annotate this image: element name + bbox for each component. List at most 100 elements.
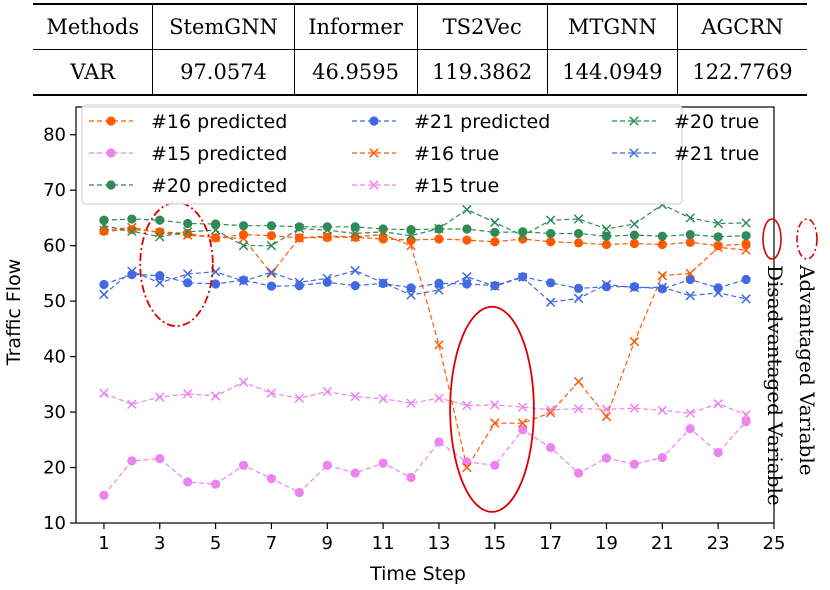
point-16-predicted [741, 239, 751, 249]
point-21-predicted [601, 282, 612, 292]
point-15-true [629, 403, 640, 413]
results-table-wrapper: Methods StemGNN Informer TS2Vec MTGNN AG… [0, 0, 830, 100]
x-tick-label: 23 [707, 533, 730, 554]
point-20-predicted [462, 224, 472, 234]
point-21-true [629, 283, 640, 293]
series-line-20-true [103, 203, 747, 247]
point-15-true [322, 386, 333, 397]
point-15-predicted [322, 460, 332, 470]
point-20-predicted [657, 231, 667, 241]
point-20-predicted [127, 214, 137, 224]
point-21-true [517, 272, 528, 283]
legend-label-16-true: #16 true [414, 143, 499, 165]
point-16-predicted [322, 232, 332, 242]
point-15-predicted [601, 453, 612, 463]
point-16-true [238, 233, 249, 244]
point-21-true [462, 271, 472, 282]
point-21-predicted [741, 274, 751, 285]
header-cell-agcrn: AGCRN [676, 3, 807, 50]
x-tick-label: 1 [98, 533, 109, 554]
point-16-true [127, 222, 137, 233]
point-16-true [601, 411, 612, 422]
point-21-true [155, 278, 165, 288]
x-tick-label: 15 [483, 533, 506, 554]
legend-marker-16-predicted [106, 116, 116, 126]
series-line-15-true [103, 381, 747, 416]
point-20-predicted [741, 231, 751, 241]
y-tick-label: 30 [43, 402, 66, 423]
point-15-predicted [127, 456, 137, 466]
value-cell-mtgnn: 144.0949 [546, 49, 678, 96]
point-21-true [490, 281, 500, 291]
legend-marker-16-true [369, 148, 379, 158]
point-20-true [573, 214, 584, 224]
point-21-true [713, 288, 723, 298]
point-21-true [322, 273, 333, 284]
point-16-true [741, 245, 751, 255]
point-20-predicted [629, 230, 640, 240]
point-21-true [182, 269, 193, 279]
point-15-true [741, 410, 751, 420]
point-20-true [741, 218, 751, 228]
point-21-predicted [238, 275, 249, 285]
point-16-true [462, 462, 472, 473]
row-label-var: VAR [33, 49, 153, 96]
point-20-true [127, 226, 137, 236]
point-16-true [685, 268, 695, 279]
series-line-21-predicted [103, 273, 747, 290]
point-21-predicted [685, 274, 695, 285]
table-header-row: Methods StemGNN Informer TS2Vec MTGNN AG… [33, 3, 807, 50]
y-tick-label: 10 [43, 513, 66, 534]
legend-marker-20-true [629, 116, 639, 126]
x-tick-label: 5 [210, 533, 221, 554]
x-tick-label: 11 [372, 533, 395, 554]
point-16-true [378, 229, 388, 240]
point-20-predicted [238, 221, 249, 231]
advantaged-key-icon [796, 218, 818, 260]
x-tick-label: 17 [539, 533, 562, 554]
x-tick-label: 25 [763, 533, 786, 554]
value-cell-agcrn: 122.7769 [676, 49, 807, 96]
point-15-true [601, 404, 612, 415]
series-lines [103, 203, 747, 496]
point-20-true [462, 204, 472, 215]
point-20-true [713, 218, 723, 229]
point-20-true [294, 223, 305, 234]
point-21-true [378, 278, 388, 288]
legend-label-21-predicted: #21 predicted [414, 111, 550, 133]
point-15-true [545, 405, 556, 415]
point-21-true [657, 282, 668, 292]
y-tick-label: 70 [43, 180, 66, 201]
point-16-predicted [155, 227, 165, 237]
point-20-true [238, 240, 249, 251]
point-15-predicted [546, 442, 556, 453]
series-line-15-predicted [103, 421, 747, 496]
point-16-true [713, 242, 723, 253]
point-20-predicted [155, 215, 165, 225]
x-tick-label: 9 [322, 533, 333, 554]
point-16-true [434, 340, 444, 350]
point-21-predicted [294, 281, 304, 291]
legend-label-16-predicted: #16 predicted [151, 111, 287, 133]
y-tick-label: 60 [43, 236, 66, 257]
point-15-predicted [155, 454, 165, 464]
point-16-true [406, 240, 416, 251]
point-15-predicted [657, 452, 667, 463]
point-16-true [155, 228, 165, 238]
point-20-true [378, 227, 388, 237]
point-15-true [434, 393, 444, 403]
point-15-predicted [685, 424, 695, 434]
point-20-true [434, 223, 444, 234]
disadvantaged-key-icon [762, 218, 782, 260]
x-tick-label: 7 [266, 533, 277, 554]
point-15-true [238, 377, 249, 387]
point-21-true [350, 265, 360, 276]
point-15-true [210, 391, 221, 401]
y-tick-label: 20 [43, 458, 66, 479]
legend-marker-15-true [369, 180, 379, 190]
point-15-true [99, 388, 109, 398]
point-15-true [182, 389, 193, 399]
legend-label-15-true: #15 true [414, 175, 499, 197]
